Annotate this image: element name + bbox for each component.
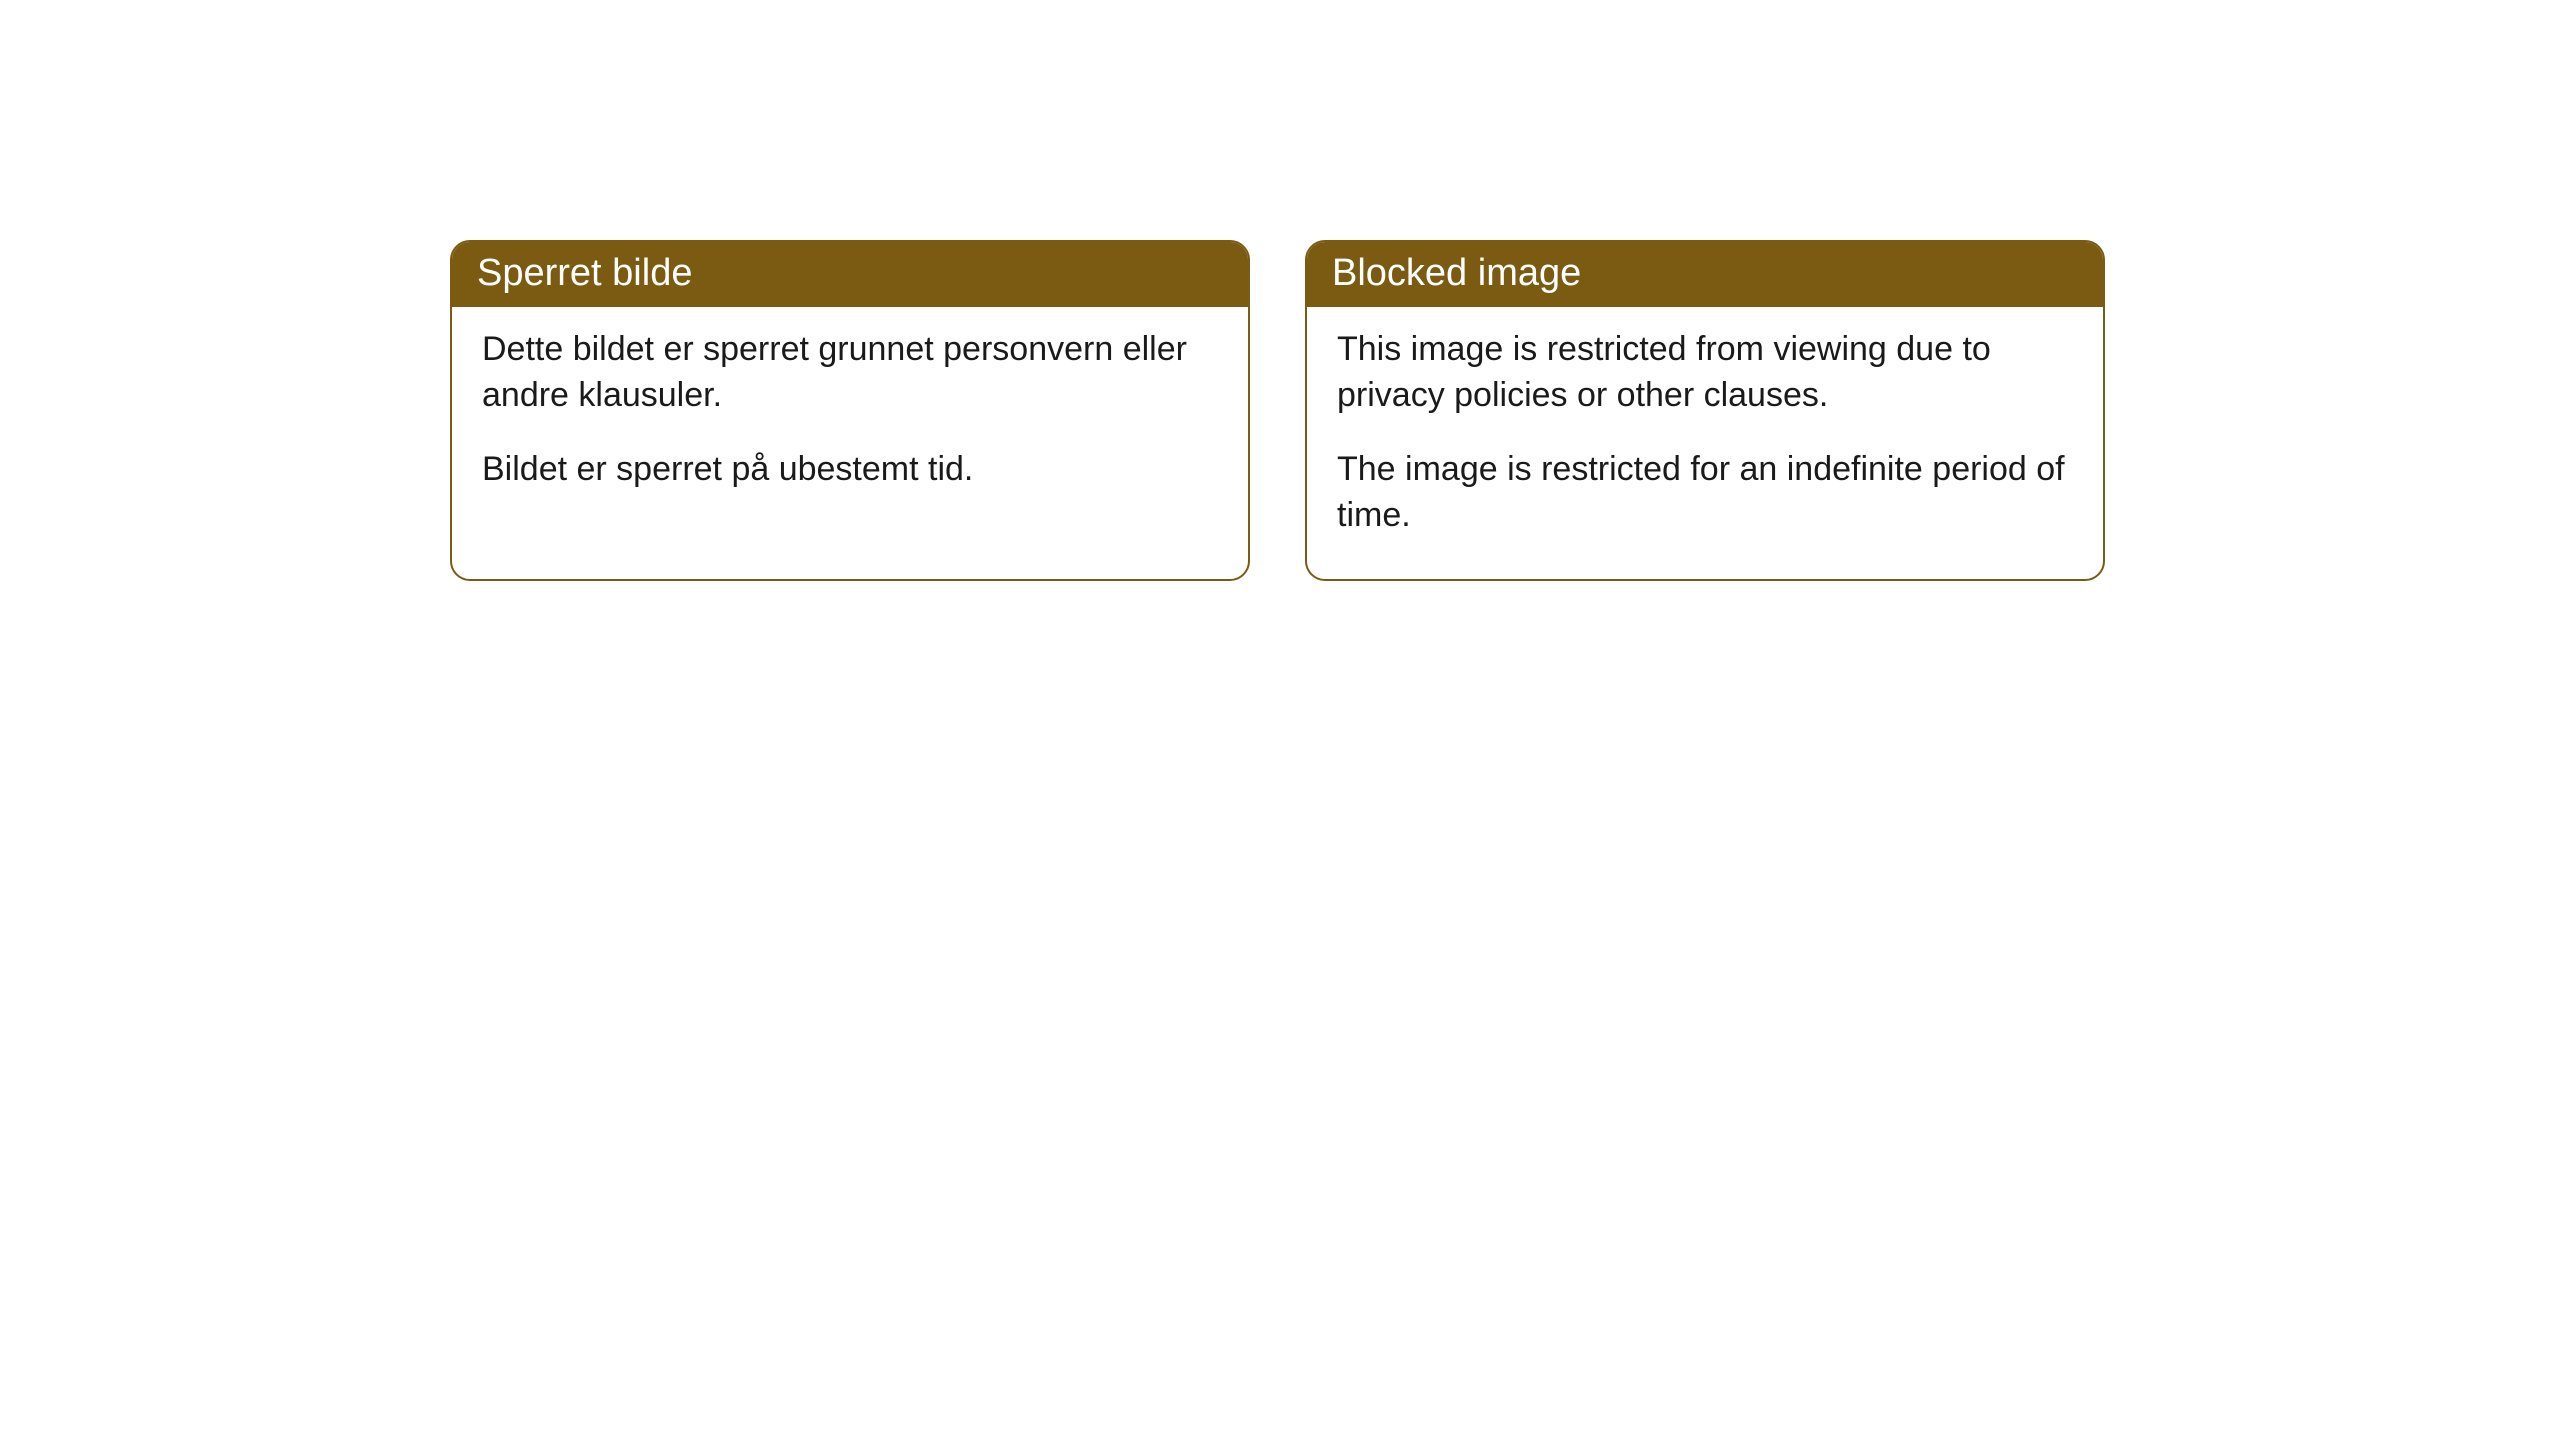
card-body: Dette bildet er sperret grunnet personve… xyxy=(452,307,1248,533)
notice-paragraph: Bildet er sperret på ubestemt tid. xyxy=(482,447,1218,493)
notice-cards-container: Sperret bilde Dette bildet er sperret gr… xyxy=(450,240,2105,581)
notice-paragraph: This image is restricted from viewing du… xyxy=(1337,327,2073,419)
notice-card-english: Blocked image This image is restricted f… xyxy=(1305,240,2105,581)
card-header: Sperret bilde xyxy=(452,242,1248,307)
notice-card-norwegian: Sperret bilde Dette bildet er sperret gr… xyxy=(450,240,1250,581)
notice-paragraph: The image is restricted for an indefinit… xyxy=(1337,447,2073,539)
notice-paragraph: Dette bildet er sperret grunnet personve… xyxy=(482,327,1218,419)
card-header: Blocked image xyxy=(1307,242,2103,307)
card-body: This image is restricted from viewing du… xyxy=(1307,307,2103,579)
